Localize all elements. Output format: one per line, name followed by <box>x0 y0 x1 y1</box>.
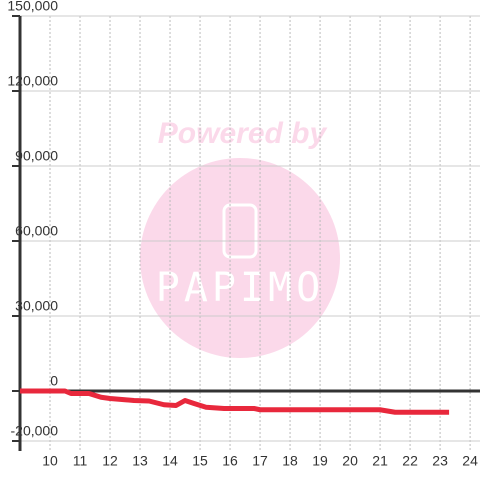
data-line <box>20 388 450 415</box>
y-tick-label: 0 <box>50 373 58 389</box>
x-tick-label: 13 <box>132 453 148 469</box>
y-tick-label: -20,000 <box>11 423 59 439</box>
y-tick-label: 60,000 <box>15 223 58 239</box>
y-tick-label: 120,000 <box>7 73 58 89</box>
x-tick-label: 19 <box>312 453 328 469</box>
watermark-text: Powered by <box>158 117 328 150</box>
watermark-logo-text: PAPIMO <box>156 265 325 311</box>
x-tick-label: 22 <box>402 453 418 469</box>
x-tick-label: 12 <box>102 453 118 469</box>
x-tick-label: 20 <box>342 453 358 469</box>
y-tick-label: 150,000 <box>7 0 58 14</box>
x-tick-label: 23 <box>432 453 448 469</box>
x-tick-label: 16 <box>222 453 238 469</box>
x-tick-label: 21 <box>372 453 388 469</box>
x-tick-label: 14 <box>162 453 178 469</box>
x-tick-label: 11 <box>73 453 88 469</box>
x-tick-label: 10 <box>42 453 58 469</box>
y-tick-label: 90,000 <box>15 148 58 164</box>
watermark-icon <box>222 203 258 259</box>
x-tick-label: 17 <box>252 453 268 469</box>
x-tick-label: 24 <box>462 453 478 469</box>
x-tick-label: 15 <box>192 453 208 469</box>
x-tick-label: 18 <box>282 453 298 469</box>
y-tick-label: 30,000 <box>15 298 58 314</box>
